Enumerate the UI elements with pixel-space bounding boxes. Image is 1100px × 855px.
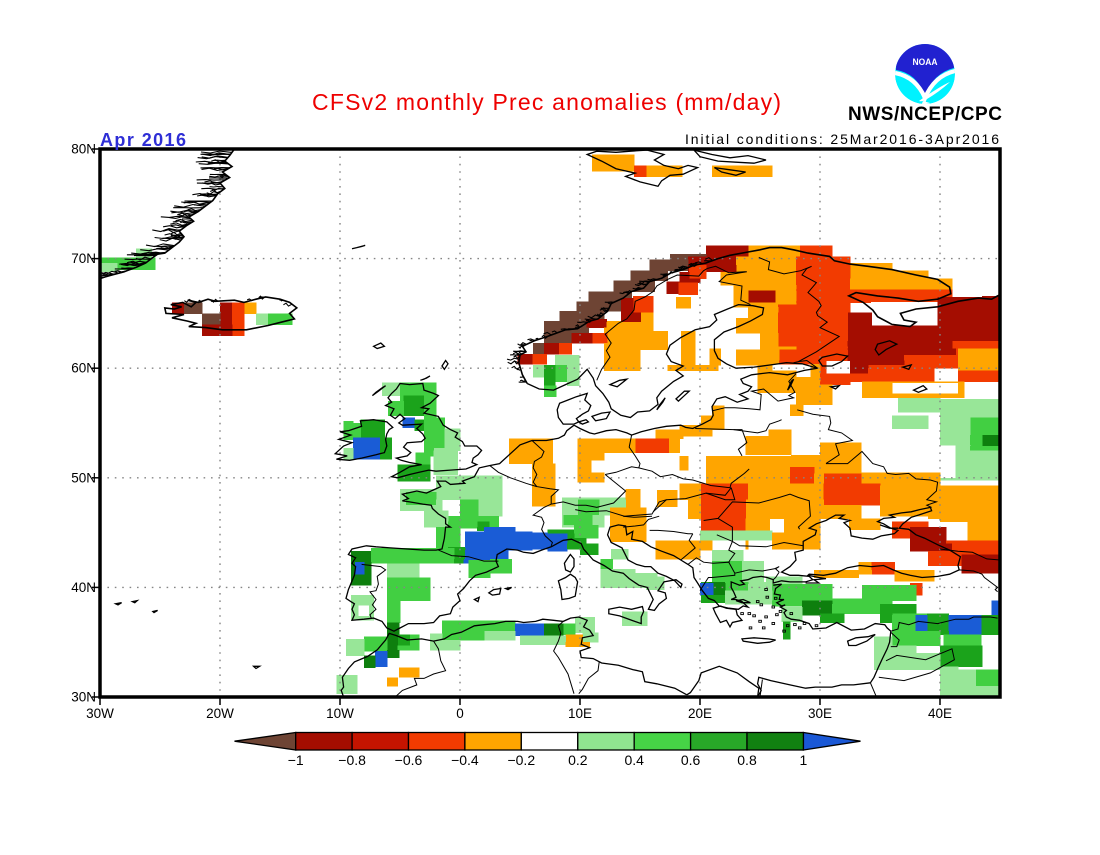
svg-text:0: 0 (456, 706, 464, 721)
svg-text:NWS/NCEP/CPC: NWS/NCEP/CPC (848, 104, 1002, 125)
svg-text:40N: 40N (71, 580, 96, 595)
svg-text:30W: 30W (86, 706, 114, 721)
svg-text:Apr 2016: Apr 2016 (100, 130, 186, 150)
svg-text:50N: 50N (71, 470, 96, 485)
svg-text:−0.6: −0.6 (395, 752, 423, 768)
svg-text:60N: 60N (71, 361, 96, 376)
svg-text:80N: 80N (71, 142, 96, 157)
svg-text:0.4: 0.4 (624, 752, 644, 768)
svg-text:10W: 10W (326, 706, 354, 721)
svg-text:CFSv2 monthly Prec anomalies (: CFSv2 monthly Prec anomalies (mm/day) (312, 89, 781, 115)
svg-text:−0.2: −0.2 (507, 752, 535, 768)
svg-text:1: 1 (800, 752, 808, 768)
svg-text:40E: 40E (928, 706, 952, 721)
svg-text:30E: 30E (808, 706, 832, 721)
svg-text:−1: −1 (288, 752, 304, 768)
svg-text:0.2: 0.2 (568, 752, 588, 768)
svg-text:Initial conditions: 25Mar2016-: Initial conditions: 25Mar2016-3Apr2016 (685, 131, 999, 147)
svg-text:30N: 30N (71, 690, 96, 705)
svg-text:20E: 20E (688, 706, 712, 721)
svg-text:NOAA: NOAA (913, 57, 938, 67)
svg-text:10E: 10E (568, 706, 592, 721)
svg-text:0.6: 0.6 (681, 752, 701, 768)
svg-text:−0.8: −0.8 (338, 752, 366, 768)
svg-text:20W: 20W (206, 706, 234, 721)
svg-text:−0.4: −0.4 (451, 752, 479, 768)
svg-text:70N: 70N (71, 251, 96, 266)
svg-text:0.8: 0.8 (737, 752, 757, 768)
